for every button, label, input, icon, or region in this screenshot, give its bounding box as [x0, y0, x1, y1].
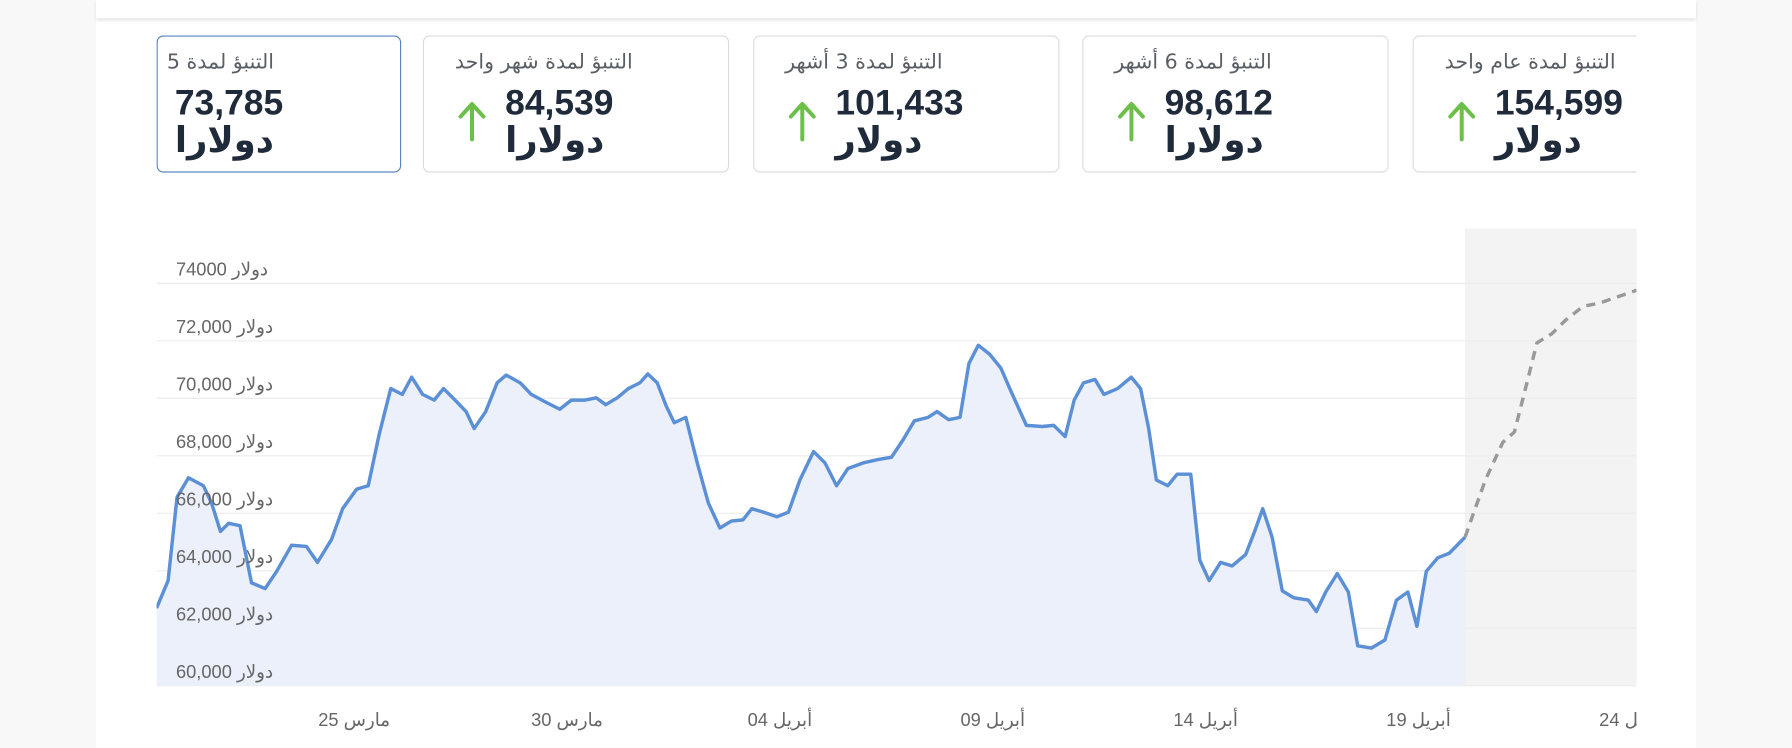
up-arrow: [1117, 101, 1145, 141]
forecast-card[interactable]: التنبؤ لمدة 3 أشهر 101,433 دولار: [753, 35, 1060, 173]
y-tick-label: 60,000 دولار: [176, 661, 273, 683]
area-fill: [156, 345, 1466, 686]
forecast-line: [1463, 288, 1637, 538]
card-title: التنبؤ لمدة عام واحد: [1444, 49, 1616, 74]
forecast-card[interactable]: التنبؤ لمدة شهر واحد 84,539 دولارا: [422, 35, 730, 173]
y-tick-label: 70,000 دولار: [176, 374, 273, 396]
up-arrow: [1448, 101, 1476, 141]
card-row: 98,612 دولارا: [1114, 83, 1387, 158]
card-title: التنبؤ لمدة 3 أشهر: [785, 49, 943, 74]
y-tick-label: 62,000 دولار: [176, 604, 273, 626]
forecast-region: [1464, 228, 1637, 686]
up-arrow: [788, 101, 816, 141]
card-row: 73,785 دولارا: [167, 83, 400, 158]
card-row: 154,599 دولار: [1445, 83, 1637, 158]
card-value: 101,433 دولار: [835, 81, 964, 160]
top-bar: [95, 0, 1696, 19]
x-tick-label: 30 مارس: [531, 709, 603, 730]
card-title: التنبؤ لمدة 6 أشهر: [1114, 49, 1272, 74]
card-title: التنبؤ لمدة 5: [166, 49, 274, 74]
x-tick-label: 24 أبريل: [1599, 708, 1636, 731]
card-value: 84,539 دولارا: [505, 81, 614, 160]
price-line: [156, 343, 1467, 650]
y-tick-label: 74000 دولار: [176, 259, 268, 281]
x-tick-label: 25 مارس: [318, 709, 390, 730]
up-arrow: [458, 101, 486, 141]
x-tick-label: 09 أبريل: [961, 708, 1026, 731]
y-tick-label: 64,000 دولار: [176, 546, 273, 568]
x-tick-label: 14 أبريل: [1173, 708, 1238, 731]
card-row: 84,539 دولارا: [455, 83, 728, 158]
forecast-cards: التنبؤ لمدة 5 73,785 دولارا التنبؤ لمدة …: [156, 35, 1637, 177]
forecast-card[interactable]: التنبؤ لمدة 6 أشهر 98,612 دولارا: [1082, 35, 1389, 173]
y-tick-label: 72,000 دولار: [176, 316, 273, 338]
y-tick-label: 66,000 دولار: [176, 489, 273, 511]
card-value: 154,599 دولار: [1494, 81, 1623, 160]
card-value: 98,612 دولارا: [1164, 81, 1273, 160]
forecast-card[interactable]: التنبؤ لمدة عام واحد 154,599 دولار: [1412, 35, 1637, 173]
card-value: 73,785 دولارا: [174, 81, 284, 160]
y-tick-label: 68,000 دولار: [176, 431, 273, 453]
chart: 60,000 دولار 62,000 دولار 64,000 دولار 66,0…: [156, 228, 1637, 731]
x-tick-label: 04 أبريل: [748, 708, 813, 731]
x-tick-label: 19 أبريل: [1386, 708, 1451, 731]
card-row: 101,433 دولار: [785, 83, 1058, 158]
forecast-card[interactable]: التنبؤ لمدة 5 73,785 دولارا: [156, 35, 402, 173]
card-title: التنبؤ لمدة شهر واحد: [454, 49, 633, 74]
